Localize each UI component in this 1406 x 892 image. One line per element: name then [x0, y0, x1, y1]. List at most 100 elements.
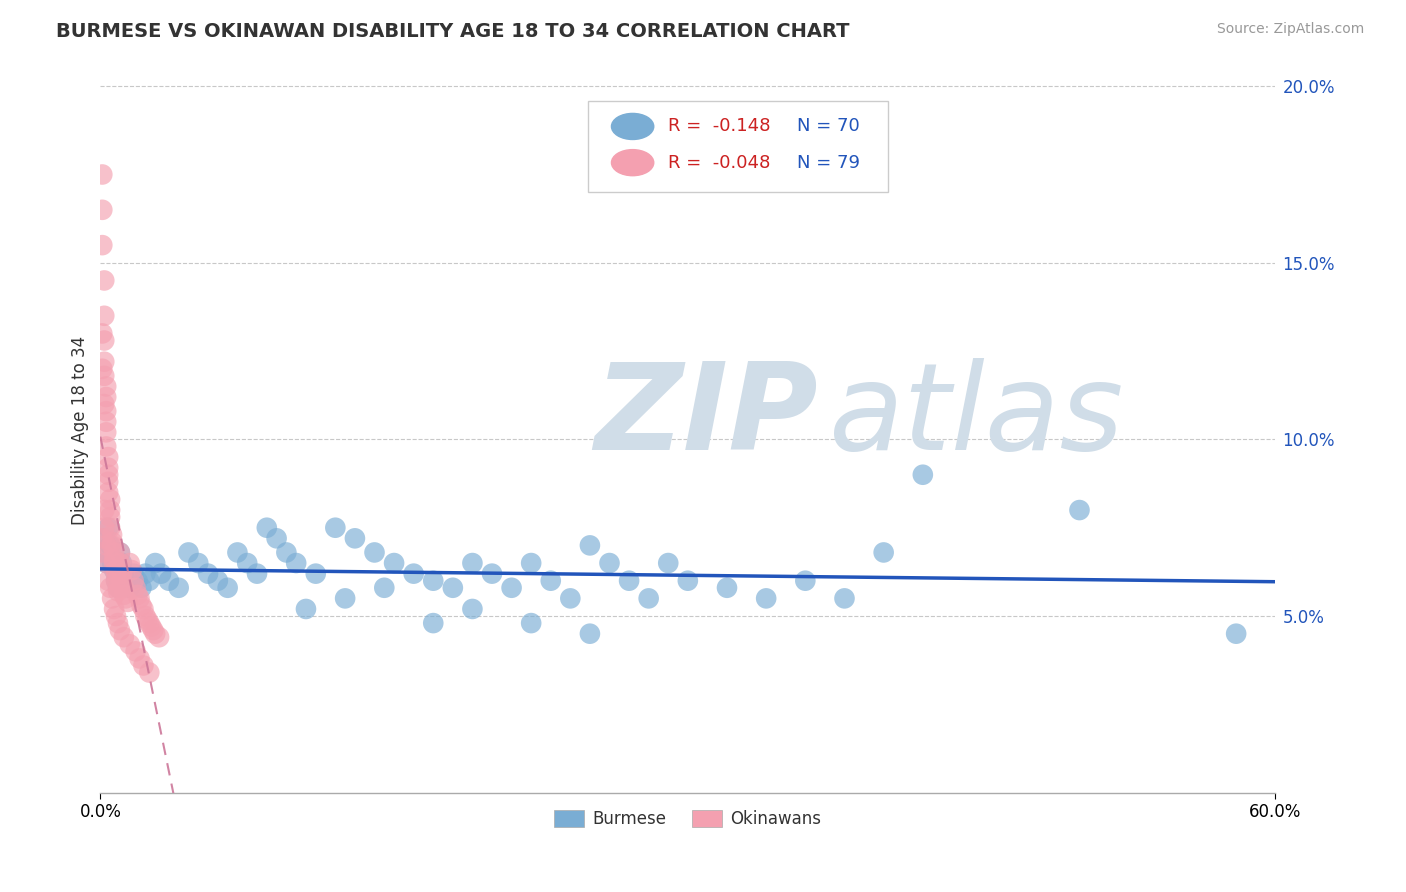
Point [256, 521, 278, 535]
Point [246, 566, 269, 581]
Point [96, 538, 118, 552]
Point [132, 658, 155, 673]
Point [131, 599, 153, 613]
Point [103, 545, 125, 559]
Point [114, 591, 136, 606]
Point [132, 602, 155, 616]
Point [114, 574, 136, 588]
Point [540, 574, 562, 588]
Point [134, 566, 156, 581]
Point [103, 602, 125, 616]
Point [142, 623, 165, 637]
Point [266, 532, 288, 546]
Point [91, 532, 114, 546]
Text: N = 79: N = 79 [797, 153, 860, 171]
Point [91, 545, 114, 559]
Point [93, 545, 115, 559]
Point [676, 574, 699, 588]
Point [118, 556, 141, 570]
Point [373, 581, 395, 595]
Point [93, 521, 115, 535]
Point [520, 616, 543, 631]
Point [402, 566, 425, 581]
Text: atlas: atlas [828, 358, 1125, 475]
Point [101, 534, 124, 549]
Point [91, 326, 114, 341]
Point [101, 556, 124, 570]
Point [101, 538, 124, 552]
Point [97, 460, 120, 475]
Point [112, 588, 135, 602]
Point [93, 334, 115, 348]
Point [141, 620, 163, 634]
Point [422, 574, 444, 588]
Point [305, 566, 328, 581]
Point [103, 563, 125, 577]
Point [105, 609, 128, 624]
Point [97, 574, 120, 588]
Point [96, 556, 118, 570]
Point [108, 545, 131, 559]
Point [111, 566, 134, 581]
Point [107, 581, 129, 595]
Point [93, 273, 115, 287]
Point [105, 563, 128, 577]
Point [148, 630, 170, 644]
Point [794, 574, 817, 588]
Text: N = 70: N = 70 [797, 118, 860, 136]
Point [363, 545, 385, 559]
Point [755, 591, 778, 606]
Point [122, 574, 145, 588]
Point [118, 581, 141, 595]
Text: R =  -0.048: R = -0.048 [668, 153, 770, 171]
Point [107, 581, 129, 595]
Point [138, 665, 160, 680]
Point [96, 556, 118, 570]
Point [98, 521, 121, 535]
Point [98, 510, 121, 524]
Point [118, 637, 141, 651]
Point [111, 574, 134, 588]
Point [207, 574, 229, 588]
Point [93, 309, 115, 323]
Point [637, 591, 659, 606]
Point [117, 595, 139, 609]
Point [217, 581, 239, 595]
Point [96, 425, 118, 440]
Legend: Burmese, Okinawans: Burmese, Okinawans [548, 804, 828, 835]
Point [112, 566, 135, 581]
Point [716, 581, 738, 595]
Point [333, 591, 356, 606]
Point [560, 591, 582, 606]
Point [122, 566, 145, 581]
Point [501, 581, 523, 595]
Point [101, 591, 124, 606]
Point [138, 616, 160, 631]
Point [911, 467, 934, 482]
Point [96, 440, 118, 454]
Point [98, 581, 121, 595]
Point [96, 415, 118, 429]
Text: R =  -0.148: R = -0.148 [668, 118, 770, 136]
Point [96, 404, 118, 418]
Point [98, 492, 121, 507]
Point [441, 581, 464, 595]
Point [97, 485, 120, 500]
Point [461, 602, 484, 616]
Point [93, 397, 115, 411]
Text: BURMESE VS OKINAWAN DISABILITY AGE 18 TO 34 CORRELATION CHART: BURMESE VS OKINAWAN DISABILITY AGE 18 TO… [56, 22, 849, 41]
Point [143, 626, 166, 640]
Point [131, 581, 153, 595]
Point [177, 545, 200, 559]
Point [276, 545, 298, 559]
Point [134, 609, 156, 624]
Point [167, 581, 190, 595]
Point [93, 355, 115, 369]
Point [105, 574, 128, 588]
Point [157, 574, 180, 588]
Point [520, 556, 543, 570]
Point [91, 168, 114, 182]
Point [103, 556, 125, 570]
Point [579, 538, 602, 552]
Point [107, 584, 129, 599]
